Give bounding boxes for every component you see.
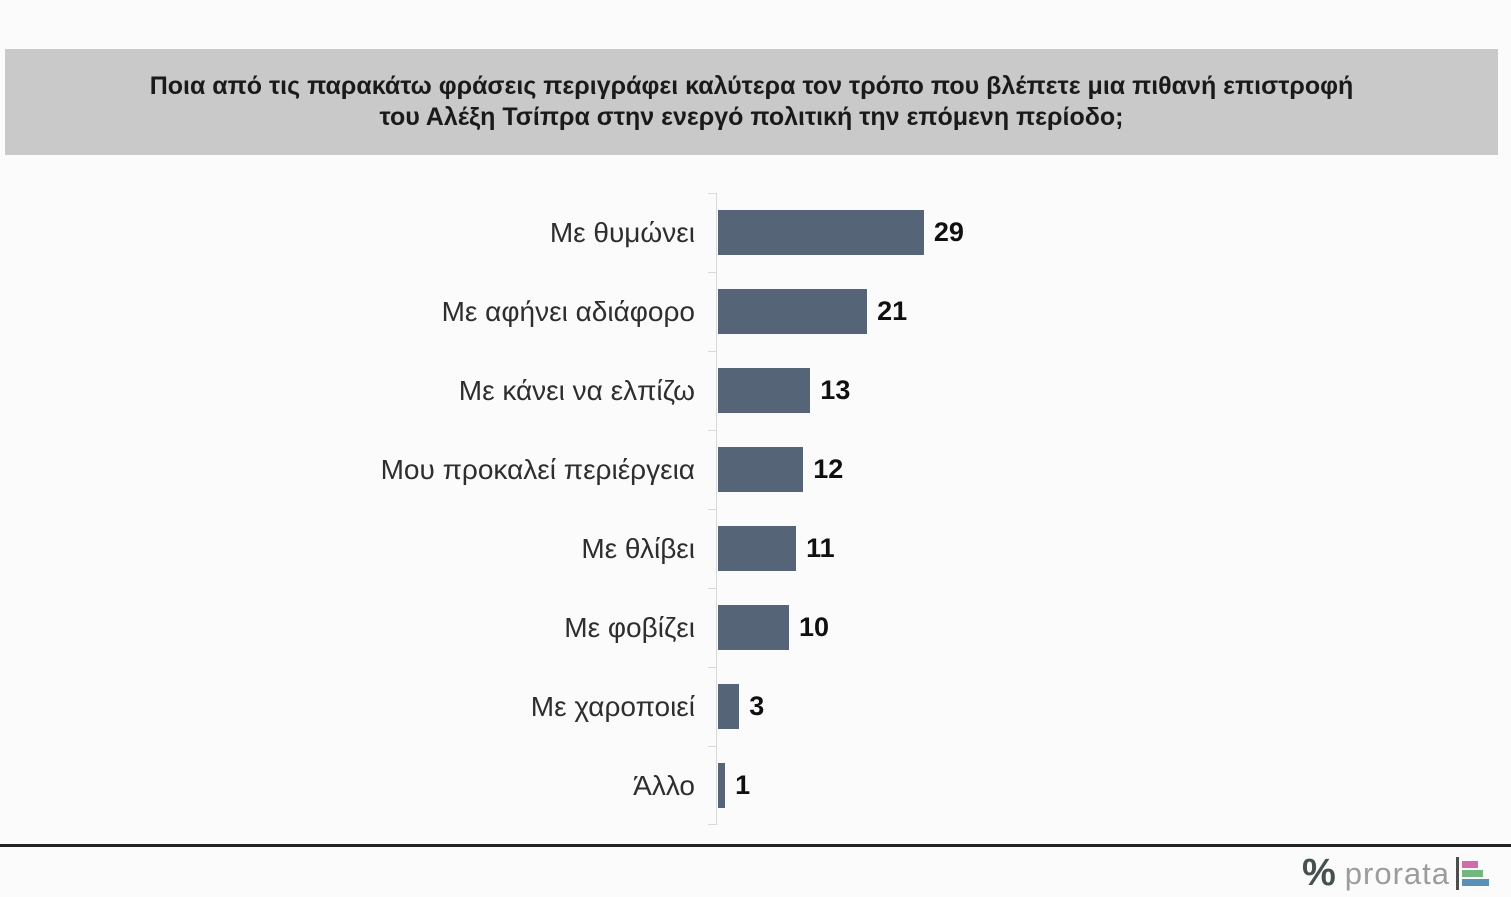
- bar-row: Με φοβίζει 10: [0, 588, 1511, 667]
- category-label: Μου προκαλεί περιέργεια: [380, 453, 695, 485]
- percent-icon: %: [1301, 852, 1336, 894]
- axis-tick: [708, 667, 717, 668]
- bar-row: Με αφήνει αδιάφορο 21: [0, 272, 1511, 351]
- bar-row: Με κάνει να ελπίζω 13: [0, 351, 1511, 430]
- bar: [718, 447, 804, 492]
- value-label: 10: [799, 612, 830, 642]
- bar-row: Με θυμώνει 29: [0, 193, 1511, 272]
- value-label: 13: [820, 375, 851, 405]
- category-label: Με θλίβει: [581, 532, 695, 564]
- chart-title-line2: του Αλέξη Τσίπρα στην ενεργό πολιτική τη…: [379, 103, 1124, 131]
- bar-rows: Με θυμώνει 29 Με αφήνει αδιάφορο 21 Με κάνει…: [0, 193, 1511, 825]
- bar: [718, 210, 924, 255]
- value-label: 11: [806, 533, 835, 563]
- category-label: Με κάνει να ελπίζω: [458, 374, 695, 406]
- bar-row: Με θλίβει 11: [0, 509, 1511, 588]
- prorata-logo: % prorata: [1302, 852, 1489, 894]
- axis-tick: [708, 588, 717, 589]
- axis-tick: [708, 430, 717, 431]
- axis-tick: [708, 272, 717, 273]
- logo-bar-pink: [1462, 860, 1478, 868]
- bar-row: Μου προκαλεί περιέργεια 12: [0, 430, 1511, 509]
- axis-tick: [708, 351, 717, 352]
- axis-tick: [708, 746, 717, 747]
- bar: [718, 289, 868, 334]
- bar-row: Με χαροποιεί 3: [0, 667, 1511, 746]
- bar-chart: Με θυμώνει 29 Με αφήνει αδιάφορο 21 Με κάνει…: [0, 193, 1511, 825]
- value-label: 3: [749, 691, 765, 721]
- axis-tick: [708, 193, 717, 194]
- value-label: 12: [813, 454, 844, 484]
- logo-divider: [1456, 856, 1459, 890]
- brand-name: prorata: [1344, 855, 1450, 891]
- category-label: Με χαροποιεί: [530, 690, 695, 722]
- category-label: Άλλο: [633, 769, 695, 801]
- axis-tick: [708, 824, 717, 825]
- logo-bar-blue: [1462, 878, 1489, 886]
- axis-tick: [708, 509, 717, 510]
- bar: [718, 763, 726, 808]
- value-label: 29: [933, 217, 964, 247]
- value-label: 1: [735, 770, 751, 800]
- logo-bars-icon: [1462, 860, 1489, 886]
- chart-title-band: Ποια από τις παρακάτω φράσεις περιγράφει…: [5, 49, 1498, 155]
- category-label: Με αφήνει αδιάφορο: [441, 295, 695, 327]
- bar-row: Άλλο 1: [0, 746, 1511, 825]
- logo-bar-green: [1462, 869, 1483, 877]
- bar: [718, 684, 740, 729]
- footer-divider: [0, 844, 1511, 847]
- bar: [718, 526, 797, 571]
- value-label: 21: [877, 296, 908, 326]
- category-label: Με θυμώνει: [549, 216, 695, 248]
- category-label: Με φοβίζει: [564, 611, 695, 643]
- bar: [718, 368, 811, 413]
- bar: [718, 605, 789, 650]
- chart-title: Ποια από τις παρακάτω φράσεις περιγράφει…: [150, 71, 1354, 133]
- chart-title-line1: Ποια από τις παρακάτω φράσεις περιγράφει…: [149, 72, 1354, 100]
